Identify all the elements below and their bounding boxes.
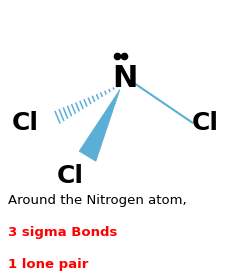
Text: Around the Nitrogen atom,: Around the Nitrogen atom, [8, 194, 186, 207]
Text: 1 lone pair: 1 lone pair [8, 258, 88, 271]
Text: 3 sigma Bonds: 3 sigma Bonds [8, 226, 117, 239]
Polygon shape [79, 89, 120, 161]
Text: N: N [112, 64, 138, 93]
Text: Cl: Cl [192, 111, 218, 135]
Text: Cl: Cl [12, 111, 38, 135]
Text: Cl: Cl [56, 164, 84, 188]
